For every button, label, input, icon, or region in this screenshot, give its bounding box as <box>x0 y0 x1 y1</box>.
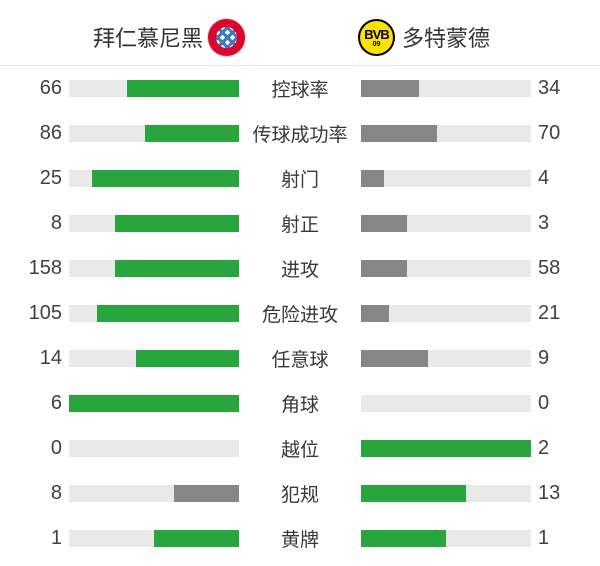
stat-label: 越位 <box>280 440 319 461</box>
stat-row: 158 进攻 58 <box>0 246 600 291</box>
away-bar-track <box>361 170 531 187</box>
away-bar-fill <box>361 80 419 97</box>
away-bar-fill <box>361 260 407 277</box>
stat-label: 射门 <box>280 170 319 191</box>
away-bar-track <box>361 80 531 97</box>
away-bar-track <box>361 440 531 457</box>
away-value: 9 <box>538 347 550 369</box>
home-bar-track <box>69 440 239 457</box>
away-value: 1 <box>538 527 550 549</box>
home-team-name: 拜仁慕尼黑 <box>92 26 203 51</box>
stat-row: 66 控球率 34 <box>0 66 600 111</box>
home-bar-track <box>69 530 239 547</box>
home-value: 0 <box>50 437 62 459</box>
away-value: 58 <box>538 257 561 279</box>
home-bar-fill <box>145 125 239 142</box>
away-bar-track <box>361 125 531 142</box>
away-bar-fill <box>361 305 390 322</box>
home-bar-fill <box>92 170 239 187</box>
home-bar-track <box>69 260 239 277</box>
home-bar-fill <box>69 395 239 412</box>
home-value: 158 <box>28 257 62 279</box>
home-bar-fill <box>97 305 239 322</box>
home-bar-fill <box>126 80 239 97</box>
stat-label: 犯规 <box>280 485 319 506</box>
away-bar-fill <box>361 350 428 367</box>
stat-label: 控球率 <box>271 80 329 101</box>
away-bar-track <box>361 485 531 502</box>
away-value: 0 <box>538 392 550 414</box>
home-bar-fill <box>154 530 239 547</box>
away-value: 4 <box>538 167 550 189</box>
home-value: 66 <box>39 77 62 99</box>
stat-label: 任意球 <box>271 350 329 371</box>
away-bar-track <box>361 215 531 232</box>
stat-row: 105 危险进攻 21 <box>0 291 600 336</box>
home-bar-track <box>69 215 239 232</box>
away-value: 2 <box>538 437 550 459</box>
home-bar-fill <box>115 215 239 232</box>
away-value: 21 <box>538 302 561 324</box>
stat-row: 6 角球 0 <box>0 381 600 426</box>
bvb-crest-year: 09 <box>372 41 381 48</box>
away-team-header: BVB 09 多特蒙德 <box>300 9 600 65</box>
away-bar-fill <box>361 125 438 142</box>
header: 拜仁慕尼黑 BVB 09 多特蒙德 <box>0 0 600 66</box>
away-team-name: 多特蒙德 <box>402 26 491 51</box>
away-bar-fill <box>361 485 467 502</box>
home-bar-fill <box>114 260 239 277</box>
home-bar-track <box>69 305 239 322</box>
home-value: 14 <box>39 347 62 369</box>
stat-row: 14 任意球 9 <box>0 336 600 381</box>
stat-label: 角球 <box>280 395 319 416</box>
stat-label: 黄牌 <box>280 530 319 551</box>
stat-row: 1 黄牌 1 <box>0 516 600 561</box>
stat-row: 86 传球成功率 70 <box>0 111 600 156</box>
home-value: 105 <box>28 302 62 324</box>
away-bar-fill <box>361 215 408 232</box>
away-bar-track <box>361 350 531 367</box>
home-team-header: 拜仁慕尼黑 <box>0 9 300 65</box>
dortmund-crest-icon: BVB 09 <box>358 18 395 56</box>
home-value: 8 <box>50 212 62 234</box>
home-bar-track <box>69 485 239 502</box>
home-bar-fill <box>135 350 239 367</box>
home-value: 8 <box>50 482 62 504</box>
home-bar-fill <box>174 485 239 502</box>
bayern-munich-crest-icon <box>208 18 245 56</box>
bvb-crest-text: BVB <box>364 27 389 42</box>
stat-label: 危险进攻 <box>261 305 338 326</box>
home-bar-track <box>69 170 239 187</box>
home-value: 6 <box>50 392 62 414</box>
stats-list: 66 控球率 34 86 传球成功率 70 25 射门 4 8 <box>0 66 600 561</box>
home-value: 1 <box>50 527 62 549</box>
away-value: 13 <box>538 482 561 504</box>
away-value: 3 <box>538 212 550 234</box>
away-bar-fill <box>361 440 531 457</box>
away-bar-fill <box>361 170 385 187</box>
away-bar-track <box>361 530 531 547</box>
home-value: 86 <box>39 122 62 144</box>
stat-row: 0 越位 2 <box>0 426 600 471</box>
stat-row: 25 射门 4 <box>0 156 600 201</box>
away-bar-track <box>361 305 531 322</box>
home-bar-track <box>69 80 239 97</box>
away-value: 70 <box>538 122 561 144</box>
away-value: 34 <box>538 77 561 99</box>
home-bar-track <box>69 125 239 142</box>
bayern-checker-pattern <box>216 26 237 48</box>
stat-row: 8 射正 3 <box>0 201 600 246</box>
stat-label: 射正 <box>280 215 319 236</box>
stat-label: 进攻 <box>280 260 319 281</box>
away-bar-fill <box>361 530 446 547</box>
away-bar-track <box>361 260 531 277</box>
home-bar-track <box>69 395 239 412</box>
home-value: 25 <box>39 167 62 189</box>
home-bar-track <box>69 350 239 367</box>
away-bar-track <box>361 395 531 412</box>
stat-row: 8 犯规 13 <box>0 471 600 516</box>
stat-label: 传球成功率 <box>252 125 348 146</box>
